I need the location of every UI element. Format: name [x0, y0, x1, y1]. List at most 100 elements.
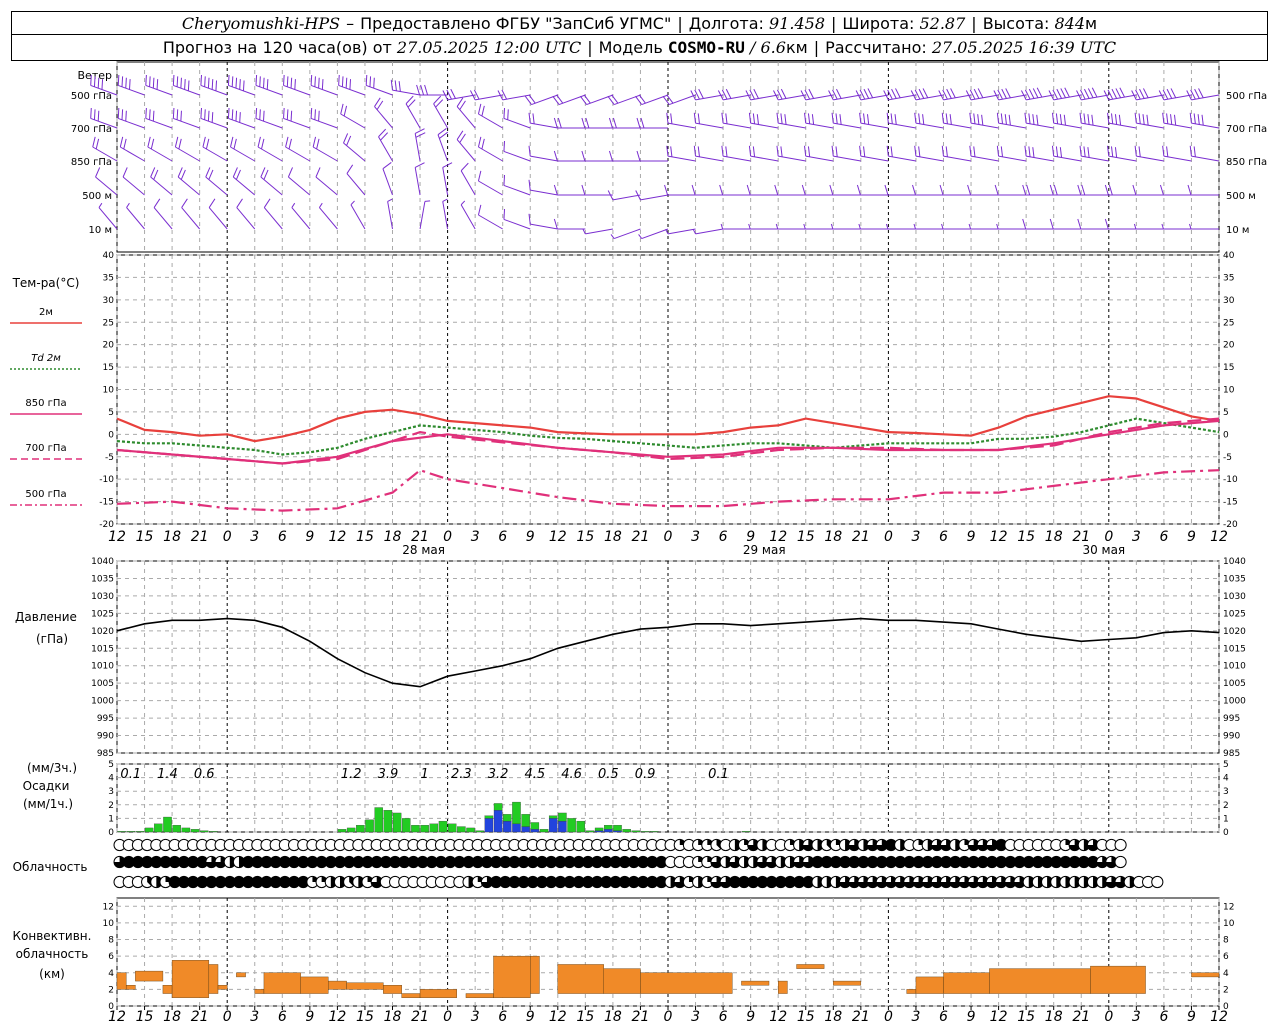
wind-barb-staff — [200, 117, 228, 129]
cloud-symbol-fill — [986, 876, 998, 888]
wind-barb-feather — [257, 136, 261, 148]
wind-barb-staff — [503, 150, 531, 162]
wind-barb — [690, 88, 724, 101]
cloud-symbol — [848, 838, 861, 852]
precip-bar-rain — [649, 831, 659, 833]
wind-barb — [338, 74, 366, 96]
wind-barb-feather — [640, 117, 645, 129]
cloud-symbol-fill — [729, 856, 741, 868]
precip-bar-rain — [484, 815, 494, 819]
day-label: 30 мая — [1082, 543, 1125, 557]
conv-axis-label-1: Конвективн. — [13, 929, 92, 943]
wind-barb-feather — [528, 179, 531, 191]
wind-barb-feather — [208, 198, 216, 208]
wind-barb-feather — [996, 112, 1000, 124]
cloud-symbol — [802, 838, 815, 852]
wind-barb-feather — [202, 136, 206, 148]
wind-barb-staff — [460, 204, 476, 230]
wind-barb-feather — [1091, 87, 1098, 98]
wind-barb — [528, 112, 558, 129]
wind-barb — [1022, 184, 1054, 196]
precip-bar-snow — [613, 830, 622, 833]
cloud-symbol-fill — [968, 876, 980, 888]
wind-barb — [260, 167, 283, 196]
wind-barb-feather — [152, 77, 155, 89]
wind-barb-staff — [998, 94, 1027, 101]
wind-barb-feather — [1198, 88, 1204, 99]
wind-barb-feather — [694, 89, 700, 100]
wind-barb-half-feather — [638, 234, 643, 239]
wind-barb — [442, 162, 453, 196]
wind-barb-feather — [552, 95, 560, 105]
temp-xtick-label: 0 — [443, 529, 452, 545]
temp-series-line-3 — [116, 417, 1220, 465]
wind-barb-feather — [969, 145, 972, 157]
temp-axis-label: Тем-ра(°C) — [12, 276, 80, 290]
wind-barb-feather — [670, 113, 673, 124]
wind-barb-staff — [437, 134, 449, 162]
wind-barb — [255, 74, 283, 96]
convective-cloud-bar — [263, 972, 301, 994]
temp-ytick-right: 30 — [1223, 296, 1235, 306]
wind-barb — [831, 145, 861, 162]
temp-xtick-label: 9 — [305, 529, 314, 545]
wind-barb-staff — [585, 228, 613, 235]
conv-xtick-label: 3 — [250, 1009, 259, 1024]
temp-xtick-label: 21 — [1072, 529, 1090, 545]
wind-barb-feather — [1022, 218, 1027, 230]
wind-barb-feather — [200, 107, 202, 119]
wind-barb — [748, 145, 779, 162]
pres-ytick-right: 1015 — [1223, 644, 1246, 654]
wind-barb-staff — [315, 176, 338, 196]
wind-barb-feather — [211, 79, 214, 90]
precip-bar-rain — [493, 803, 503, 811]
cloud-symbol — [949, 875, 962, 889]
wind-barb — [350, 200, 366, 230]
wind-barb — [1079, 145, 1109, 162]
wind-barb — [1024, 145, 1054, 162]
temp-series-line-1 — [116, 417, 1220, 456]
wind-barb — [1162, 112, 1192, 129]
wind-barb-feather — [507, 109, 509, 120]
conv-xtick-label: 3 — [1132, 1009, 1141, 1024]
wind-barb-feather — [318, 110, 320, 122]
wind-barb-feather — [725, 146, 728, 157]
wind-barb-staff — [805, 122, 834, 129]
wind-barb-feather — [93, 76, 96, 87]
precip-bar-rain — [558, 812, 567, 822]
wind-barb-feather — [831, 112, 834, 124]
wind-barb-feather — [207, 110, 210, 122]
wind-barb-feather — [945, 113, 948, 124]
convective-cloud-bar — [401, 993, 421, 998]
wind-barb-feather — [1143, 88, 1149, 99]
wind-barb-feather — [1063, 114, 1066, 126]
wind-barb-feather — [263, 110, 265, 122]
cloud-symbol-fill — [1069, 839, 1081, 851]
wind-barb-feather — [1166, 88, 1173, 99]
wind-barb-feather — [784, 114, 787, 125]
wind-barb-staff — [456, 106, 476, 129]
wind-barb-feather — [1134, 145, 1137, 157]
precip-bar-rain — [457, 826, 466, 833]
wind-barb — [776, 112, 806, 129]
wind-barb — [1159, 184, 1192, 196]
wind-barb-feather — [579, 95, 587, 105]
cloud-axis-label: Облачность — [13, 860, 88, 874]
temp-ytick-right: 5 — [1223, 408, 1229, 418]
wind-barb-feather — [635, 95, 643, 105]
cloud-symbol — [1068, 838, 1081, 852]
temp-xtick-label: 9 — [746, 529, 755, 545]
wind-barb-feather — [583, 94, 591, 104]
wind-barb-half-feather — [1189, 223, 1192, 230]
wind-barb-staff — [750, 155, 779, 162]
wind-barb-feather — [1132, 184, 1137, 196]
cloud-symbol-fill — [1004, 876, 1016, 888]
wind-barb — [828, 88, 861, 101]
pres-ytick-left: 1010 — [91, 662, 114, 672]
wind-barb-feather — [150, 167, 156, 178]
wind-level-label-right: 700 гПа — [1226, 124, 1267, 135]
convective-cloud-bar — [217, 985, 228, 990]
wind-barb-feather — [1111, 88, 1118, 99]
temp-ytick-left: -15 — [99, 498, 114, 508]
wind-barb-feather — [207, 77, 210, 89]
